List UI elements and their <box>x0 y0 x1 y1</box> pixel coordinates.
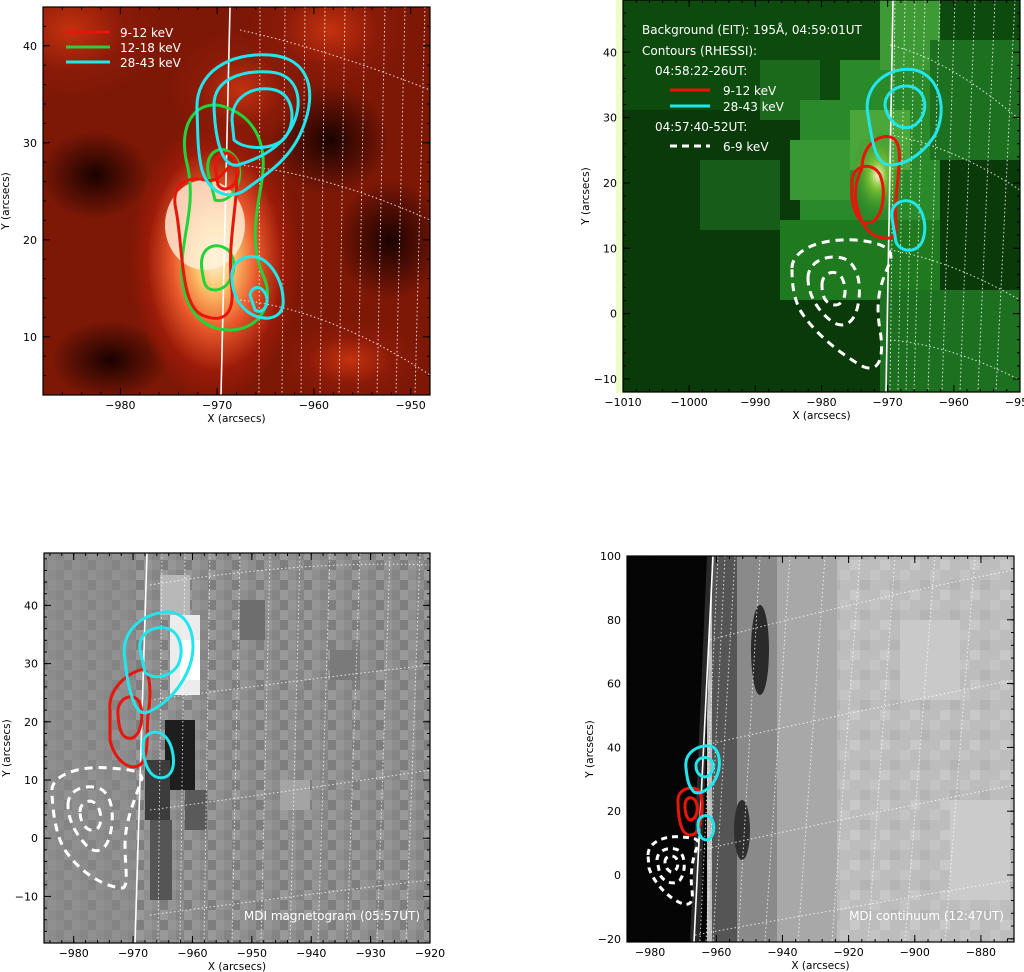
x-tick-label: −960 <box>299 399 329 412</box>
y-tick-label: 10 <box>23 331 37 344</box>
x-axis-title: X (arcsecs) <box>208 961 266 972</box>
x-tick-label: −980 <box>59 947 89 960</box>
x-tick-label: −1010 <box>604 396 641 409</box>
x-tick-label: −980 <box>105 399 135 412</box>
panel-b: Background (EIT): 195Å, 04:59:01UT Conto… <box>580 0 1024 422</box>
y-tick-label: 0 <box>614 869 621 882</box>
legend-item-28-43kev: 28-43 keV <box>120 56 182 70</box>
panel-d: MDI continuum (12:47UT) −980 −960 −940 −920… <box>584 550 1015 972</box>
panel-d-contours <box>646 744 721 906</box>
panel-c-contours <box>50 610 195 890</box>
x-tick-label: −900 <box>900 946 930 959</box>
x-tick-label: −920 <box>834 946 864 959</box>
panel-b-axes: −1010 −1000 −990 −980 −970 −960 −950 −10 0 10 20 30… <box>580 0 1024 422</box>
y-tick-label: 20 <box>603 177 617 190</box>
x-tick-label: −940 <box>296 947 326 960</box>
y-tick-label: 40 <box>603 46 617 59</box>
x-tick-label: −950 <box>1005 396 1024 409</box>
x-tick-label: −880 <box>966 946 996 959</box>
x-tick-label: −920 <box>415 947 445 960</box>
legend-item-6-9kev: 6-9 keV <box>723 140 769 154</box>
x-tick-label: −960 <box>177 947 207 960</box>
x-tick-label: −960 <box>701 946 731 959</box>
x-tick-label: −950 <box>396 399 426 412</box>
panel-c-background <box>44 553 430 943</box>
y-tick-label: 0 <box>31 832 38 845</box>
panel-d-limb <box>693 555 714 943</box>
panel-b-contours <box>790 67 943 370</box>
legend-item-28-43kev: 28-43 keV <box>723 100 785 114</box>
y-tick-label: 0 <box>610 308 617 321</box>
y-tick-label: 60 <box>607 678 621 691</box>
panel-b-background <box>623 0 1020 392</box>
x-tick-label: −930 <box>356 947 386 960</box>
y-tick-label: 20 <box>607 805 621 818</box>
y-tick-label: 30 <box>603 112 617 125</box>
panel-b-background-label: Background (EIT): 195Å, 04:59:01UT <box>642 22 862 37</box>
panel-a-axes: −980 −970 −960 −950 10 20 30 40 X (arcsecs) Y (ar… <box>0 6 431 425</box>
y-tick-label: 20 <box>23 234 37 247</box>
panel-a-legend: 9-12 keV 12-18 keV 28-43 keV <box>66 26 182 70</box>
legend-item-9-12kev: 9-12 keV <box>120 26 174 40</box>
y-tick-label: 40 <box>607 741 621 754</box>
y-axis-title: Y (arcsecs) <box>0 172 12 230</box>
x-axis-title: X (arcsecs) <box>791 960 849 972</box>
panel-b-annotation: Background (EIT): 195Å, 04:59:01UT Conto… <box>642 22 862 154</box>
x-tick-label: −950 <box>237 947 267 960</box>
panel-c: MDI magnetogram (05:57UT) −980 −970 −960 −9… <box>1 552 445 972</box>
x-tick-label: −960 <box>939 396 969 409</box>
panel-b-grid <box>889 0 1020 392</box>
panel-d-caption: MDI continuum (12:47UT) <box>849 909 1004 923</box>
y-tick-label: 100 <box>600 550 621 563</box>
panel-b-time1-label: 04:58:22-26UT: <box>655 64 747 78</box>
x-tick-label: −970 <box>202 399 232 412</box>
panel-d-grid <box>694 556 1014 942</box>
y-axis-title: Y (arcsecs) <box>584 720 596 778</box>
panel-d-plot-frame <box>626 555 1015 943</box>
panel-a-background <box>43 7 430 395</box>
y-axis-title: Y (arcsecs) <box>1 719 13 777</box>
x-tick-label: −990 <box>740 396 770 409</box>
y-tick-label: 30 <box>23 137 37 150</box>
x-axis-title: X (arcsecs) <box>792 410 850 422</box>
legend-item-9-12kev: 9-12 keV <box>723 84 777 98</box>
y-tick-label: 10 <box>24 774 38 787</box>
y-tick-label: 40 <box>23 40 37 53</box>
x-tick-label: −1000 <box>671 396 708 409</box>
panel-c-caption: MDI magnetogram (05:57UT) <box>244 909 420 923</box>
panel-a-contours <box>173 53 312 332</box>
y-axis-title: Y (arcsecs) <box>580 167 592 225</box>
y-tick-label: −10 <box>15 890 38 903</box>
y-tick-label: 80 <box>607 614 621 627</box>
y-tick-label: 30 <box>24 658 38 671</box>
x-tick-label: −980 <box>806 396 836 409</box>
x-tick-label: −980 <box>635 946 665 959</box>
panel-d-background <box>627 556 1014 942</box>
x-tick-label: −940 <box>767 946 797 959</box>
y-tick-label: 10 <box>603 242 617 255</box>
x-axis-title: X (arcsecs) <box>207 413 265 425</box>
panel-d-axes: −980 −960 −940 −920 −900 −880 −20 0 20 40 60 80 100 X… <box>584 550 1014 972</box>
y-tick-label: 20 <box>24 716 38 729</box>
panel-c-axes: −980 −970 −960 −950 −940 −930 −920 −10 0 10 20 30 40… <box>1 553 445 972</box>
legend-item-12-18kev: 12-18 keV <box>120 41 182 55</box>
panel-c-plot-frame <box>43 552 431 944</box>
panel-b-contours-label: Contours (RHESSI): <box>642 44 757 58</box>
y-tick-label: −20 <box>598 933 621 946</box>
panel-a: 9-12 keV 12-18 keV 28-43 keV −980 −970 −96… <box>0 6 431 425</box>
panel-b-limb <box>885 0 894 393</box>
y-tick-label: −10 <box>594 373 617 386</box>
x-tick-label: −970 <box>118 947 148 960</box>
panel-b-time2-label: 04:57:40-52UT: <box>655 120 747 134</box>
y-tick-label: 40 <box>24 599 38 612</box>
x-tick-label: −970 <box>873 396 903 409</box>
